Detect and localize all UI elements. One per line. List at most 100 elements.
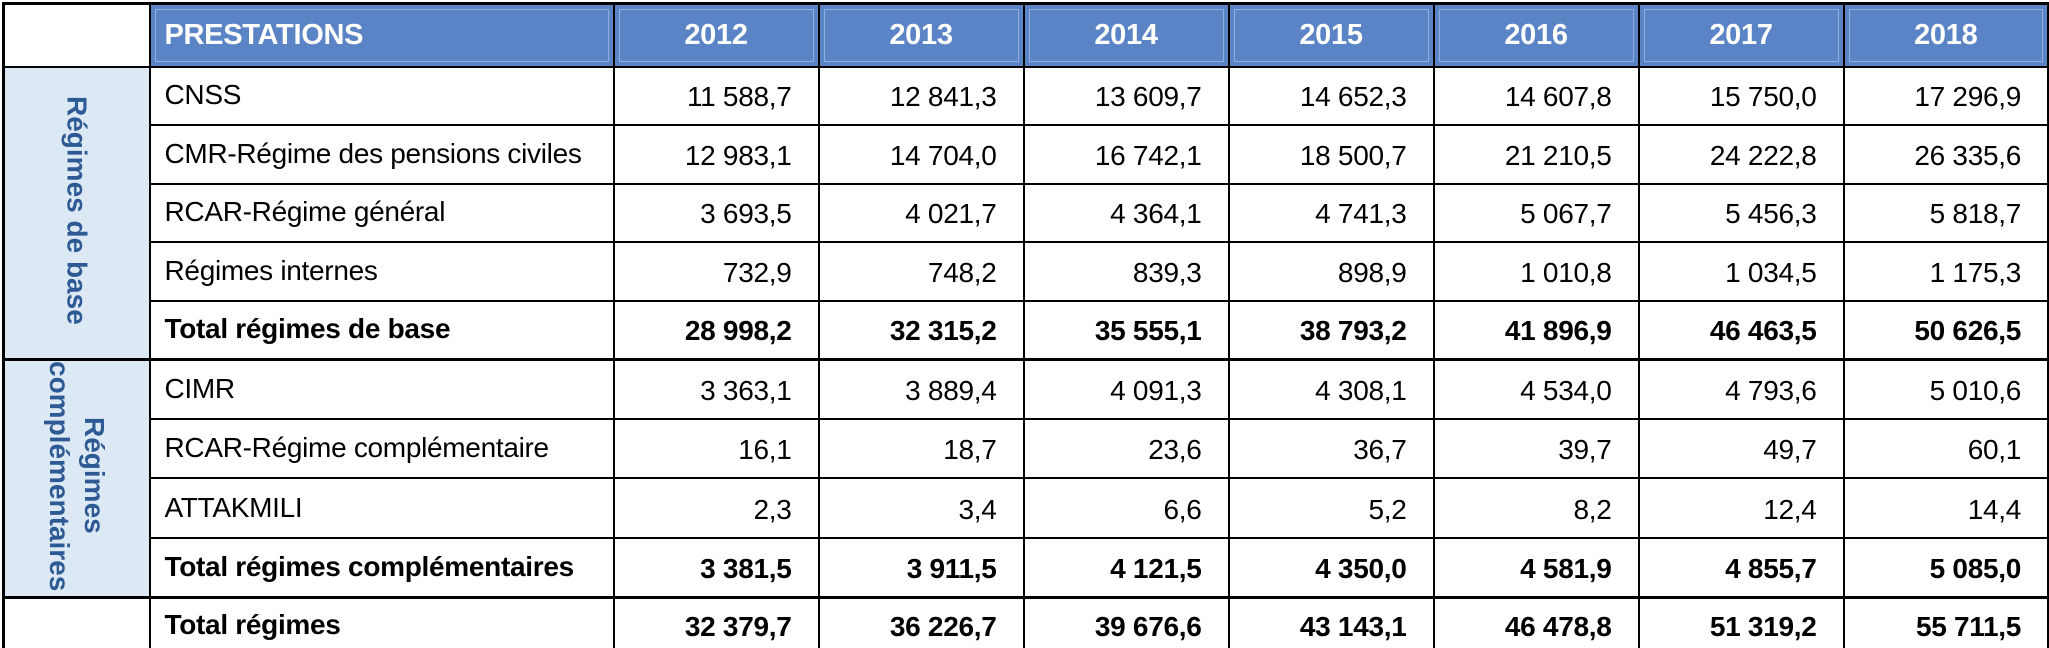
value-cell: 46 478,8 xyxy=(1432,595,1640,648)
value-cell: 21 210,5 xyxy=(1432,124,1640,185)
row-label: Total régimes complémentaires xyxy=(148,536,615,598)
value-cell: 26 335,6 xyxy=(1842,124,2049,185)
value-cell: 14 652,3 xyxy=(1227,65,1435,126)
table-row-total-complementaires: Total régimes complémentaires 3 381,5 3 … xyxy=(4,536,2049,598)
value-cell: 3,4 xyxy=(817,477,1025,539)
row-label: Total régimes de base xyxy=(148,299,615,360)
row-label: RCAR-Régime général xyxy=(148,182,615,243)
table-row-cmr: CMR-Régime des pensions civiles 12 983,1… xyxy=(4,124,2049,185)
value-cell: 8,2 xyxy=(1432,477,1640,539)
table-row-total-regimes: Total régimes 32 379,7 36 226,7 39 676,6… xyxy=(2,595,2049,648)
row-label: CNSS xyxy=(148,65,615,126)
value-cell: 38 793,2 xyxy=(1227,299,1435,360)
value-cell: 13 609,7 xyxy=(1022,65,1230,126)
table-row-attakmili: ATTAKMILI 2,3 3,4 6,6 5,2 8,2 12,4 14,4 xyxy=(4,477,2049,539)
value-cell: 898,9 xyxy=(1227,241,1435,302)
value-cell: 16 742,1 xyxy=(1022,124,1230,185)
value-cell: 2,3 xyxy=(612,477,820,539)
value-cell: 4 091,3 xyxy=(1022,357,1230,420)
value-cell: 41 896,9 xyxy=(1432,299,1640,360)
value-cell: 18 500,7 xyxy=(1227,124,1435,185)
value-cell: 4 534,0 xyxy=(1432,357,1640,420)
value-cell: 6,6 xyxy=(1022,477,1230,539)
header-row: PRESTATIONS 2012 2013 2014 2015 2016 201… xyxy=(2,2,2049,68)
value-cell: 3 363,1 xyxy=(612,357,820,420)
value-cell: 32 315,2 xyxy=(817,299,1025,360)
value-cell: 1 034,5 xyxy=(1637,241,1845,302)
value-cell: 28 998,2 xyxy=(612,299,820,360)
value-cell: 5 818,7 xyxy=(1842,182,2049,243)
table-row-cimr: Régimes complémentaires CIMR 3 363,1 3 8… xyxy=(2,357,2049,598)
value-cell: 16,1 xyxy=(612,417,820,479)
value-cell: 14 704,0 xyxy=(817,124,1025,185)
value-cell: 36 226,7 xyxy=(817,595,1025,648)
value-cell: 49,7 xyxy=(1637,417,1845,479)
value-cell: 4 021,7 xyxy=(817,182,1025,243)
value-cell: 4 350,0 xyxy=(1227,536,1435,598)
value-cell: 35 555,1 xyxy=(1022,299,1230,360)
prestations-header: PRESTATIONS xyxy=(148,2,615,68)
value-cell: 4 581,9 xyxy=(1432,536,1640,598)
value-cell: 1 010,8 xyxy=(1432,241,1640,302)
value-cell: 4 308,1 xyxy=(1227,357,1435,420)
value-cell: 11 588,7 xyxy=(612,65,820,126)
value-cell: 18,7 xyxy=(817,417,1025,479)
row-label: Régimes internes xyxy=(148,241,615,302)
row-label: CMR-Régime des pensions civiles xyxy=(148,124,615,185)
value-cell: 3 889,4 xyxy=(817,357,1025,420)
value-cell: 5 456,3 xyxy=(1637,182,1845,243)
table-row-rcar-complementaire: RCAR-Régime complémentaire 16,1 18,7 23,… xyxy=(4,417,2049,479)
year-header-2015: 2015 xyxy=(1227,2,1435,68)
value-cell: 50 626,5 xyxy=(1842,299,2049,360)
value-cell: 14 607,8 xyxy=(1432,65,1640,126)
value-cell: 12,4 xyxy=(1637,477,1845,539)
year-header-2012: 2012 xyxy=(612,2,820,68)
value-cell: 12 841,3 xyxy=(817,65,1025,126)
value-cell: 60,1 xyxy=(1842,417,2049,479)
value-cell: 5 067,7 xyxy=(1432,182,1640,243)
value-cell: 39,7 xyxy=(1432,417,1640,479)
value-cell: 4 121,5 xyxy=(1022,536,1230,598)
table-row-rcar-general: RCAR-Régime général 3 693,5 4 021,7 4 36… xyxy=(4,182,2049,243)
value-cell: 5 085,0 xyxy=(1842,536,2049,598)
group-label-regimes-complementaires: Régimes complémentaires xyxy=(2,357,151,598)
value-cell: 23,6 xyxy=(1022,417,1230,479)
year-header-2017: 2017 xyxy=(1637,2,1845,68)
value-cell: 12 983,1 xyxy=(612,124,820,185)
value-cell: 14,4 xyxy=(1842,477,2049,539)
value-cell: 43 143,1 xyxy=(1227,595,1435,648)
row-label: RCAR-Régime complémentaire xyxy=(148,417,615,479)
value-cell: 46 463,5 xyxy=(1637,299,1845,360)
year-header-2016: 2016 xyxy=(1432,2,1640,68)
value-cell: 3 911,5 xyxy=(817,536,1025,598)
value-cell: 55 711,5 xyxy=(1842,595,2049,648)
value-cell: 732,9 xyxy=(612,241,820,302)
value-cell: 4 793,6 xyxy=(1637,357,1845,420)
table-row-cnss: Régimes de base CNSS 11 588,7 12 841,3 1… xyxy=(2,65,2049,360)
blank-cell xyxy=(2,595,151,648)
corner-cell xyxy=(2,2,151,68)
value-cell: 748,2 xyxy=(817,241,1025,302)
row-label: CIMR xyxy=(148,357,615,420)
group-label-regimes-de-base: Régimes de base xyxy=(2,65,151,360)
group-label-text: Régimes complémentaires xyxy=(43,360,110,591)
value-cell: 4 741,3 xyxy=(1227,182,1435,243)
value-cell: 4 855,7 xyxy=(1637,536,1845,598)
value-cell: 1 175,3 xyxy=(1842,241,2049,302)
value-cell: 39 676,6 xyxy=(1022,595,1230,648)
value-cell: 15 750,0 xyxy=(1637,65,1845,126)
value-cell: 32 379,7 xyxy=(612,595,820,648)
value-cell: 5,2 xyxy=(1227,477,1435,539)
value-cell: 839,3 xyxy=(1022,241,1230,302)
table-row-regimes-internes: Régimes internes 732,9 748,2 839,3 898,9… xyxy=(4,241,2049,302)
year-header-2018: 2018 xyxy=(1842,2,2049,68)
group-label-text: Régimes de base xyxy=(61,95,93,325)
value-cell: 3 693,5 xyxy=(612,182,820,243)
row-label: ATTAKMILI xyxy=(148,477,615,539)
value-cell: 5 010,6 xyxy=(1842,357,2049,420)
value-cell: 3 381,5 xyxy=(612,536,820,598)
table-row-total-base: Total régimes de base 28 998,2 32 315,2 … xyxy=(4,299,2049,360)
value-cell: 4 364,1 xyxy=(1022,182,1230,243)
